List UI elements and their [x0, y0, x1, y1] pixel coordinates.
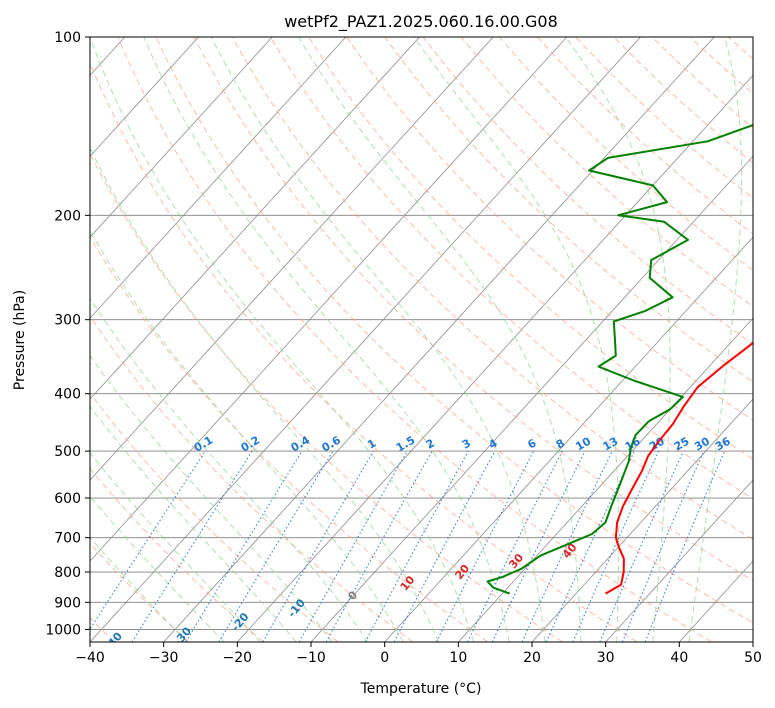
- x-tick-label: 10: [449, 650, 467, 666]
- x-tick-label: 20: [523, 650, 541, 666]
- mixing-ratio-line: [467, 450, 563, 642]
- x-axis: −40 −30 −20 −10 0 10 20 30 40 50: [75, 642, 762, 666]
- y-tick-label: 100: [54, 30, 81, 46]
- mixing-ratio-line: [393, 450, 496, 642]
- y-tick-label: 900: [54, 595, 81, 611]
- x-axis-title: Temperature (°C): [360, 681, 482, 697]
- x-tick-label: 40: [670, 650, 688, 666]
- dry-adiabat-line: [155, 37, 753, 624]
- mixing-ratio-line: [599, 450, 684, 642]
- mixing-ratio-line: [90, 450, 206, 631]
- moist-adiabat-line: [210, 37, 546, 642]
- y-tick-label: 600: [54, 491, 81, 507]
- moist-adiabat-line: [90, 229, 404, 642]
- dry-adiabat-line: [193, 37, 753, 582]
- moist-adiabat-line: [298, 37, 582, 642]
- moist-adiabat-line: [143, 37, 510, 642]
- isotherm-line: [605, 479, 753, 642]
- isotherm-line: [384, 236, 753, 642]
- dry-adiabat-line: [346, 37, 753, 421]
- isotherm-line: [163, 37, 715, 642]
- moist-adiabat-line: [90, 37, 475, 642]
- x-tick-label: 0: [380, 650, 389, 666]
- moist-adiabat-line: [413, 37, 620, 642]
- dry-adiabat-line: [90, 152, 563, 642]
- isotherm-line: [90, 37, 420, 400]
- dry-adiabat-line: [117, 37, 712, 642]
- x-tick-label: −40: [75, 650, 105, 666]
- y-tick-label: 400: [54, 387, 81, 403]
- y-tick-label: 300: [54, 313, 81, 329]
- isotherm-line: [458, 317, 753, 642]
- y-tick-label: 1000: [45, 622, 81, 638]
- dewpoint-profile-line: [486, 123, 753, 595]
- chart-title: wetPf2_PAZ1.2025.060.16.00.G08: [284, 12, 558, 32]
- y-tick-label: 700: [54, 531, 81, 547]
- isotherm-line: [90, 37, 568, 562]
- moist-adiabat-line: [90, 495, 225, 642]
- profile-series: [486, 123, 753, 595]
- y-tick-label: 500: [54, 444, 81, 460]
- moist-adiabat-line: [90, 297, 369, 642]
- y-tick-label: 800: [54, 565, 81, 581]
- mixing-ratio-line: [364, 450, 469, 642]
- dry-adiabat-line: [231, 37, 753, 540]
- moist-adiabat-line: [90, 451, 261, 642]
- y-tick-label: 200: [54, 208, 81, 224]
- isotherm-line: [90, 37, 494, 481]
- plot-frame: [89, 36, 754, 643]
- moist-adiabat-line: [90, 405, 297, 642]
- x-tick-label: 30: [597, 650, 615, 666]
- x-tick-label: 50: [744, 650, 762, 666]
- dry-adiabat-line: [90, 392, 339, 642]
- mixing-ratio-line: [298, 450, 408, 642]
- mixing-ratio-line: [644, 450, 726, 642]
- mixing-ratio-line: [185, 450, 303, 642]
- isotherm-line: [90, 37, 199, 157]
- isotherm-line: [90, 37, 347, 319]
- moist-adiabat-line: [90, 536, 188, 642]
- isotherm-line: [237, 74, 753, 642]
- y-axis-title: Pressure (hPa): [12, 290, 28, 390]
- moist-adiabat-line: [90, 146, 439, 642]
- x-tick-label: −20: [223, 650, 253, 666]
- dry-adiabat-line: [90, 235, 488, 642]
- isotherm-line: [90, 37, 641, 642]
- mixing-ratio-line: [435, 450, 535, 642]
- x-tick-label: −10: [296, 650, 326, 666]
- isotherm-line: [90, 37, 273, 238]
- temperature-profile-line: [605, 341, 753, 595]
- background-lines: [90, 37, 753, 642]
- y-axis: 1000 900 800 700 600 500 400 300 200 100: [45, 30, 90, 638]
- moist-adiabat-line: [565, 37, 671, 642]
- dry-adiabat-line: [308, 37, 753, 460]
- mixing-ratio-line: [131, 450, 253, 642]
- dry-adiabat-line: [269, 37, 753, 500]
- isotherm-line: [531, 398, 753, 642]
- dry-adiabat-line: [90, 467, 264, 642]
- mixing-ratio-line: [572, 450, 660, 642]
- moist-adiabat-line: [90, 354, 333, 642]
- moist-adiabat-line: [688, 37, 742, 642]
- dry-adiabat-line: [90, 542, 190, 642]
- mixing-ratio-line: [621, 450, 705, 642]
- x-tick-label: −30: [149, 650, 179, 666]
- mixing-ratio-line: [325, 450, 433, 642]
